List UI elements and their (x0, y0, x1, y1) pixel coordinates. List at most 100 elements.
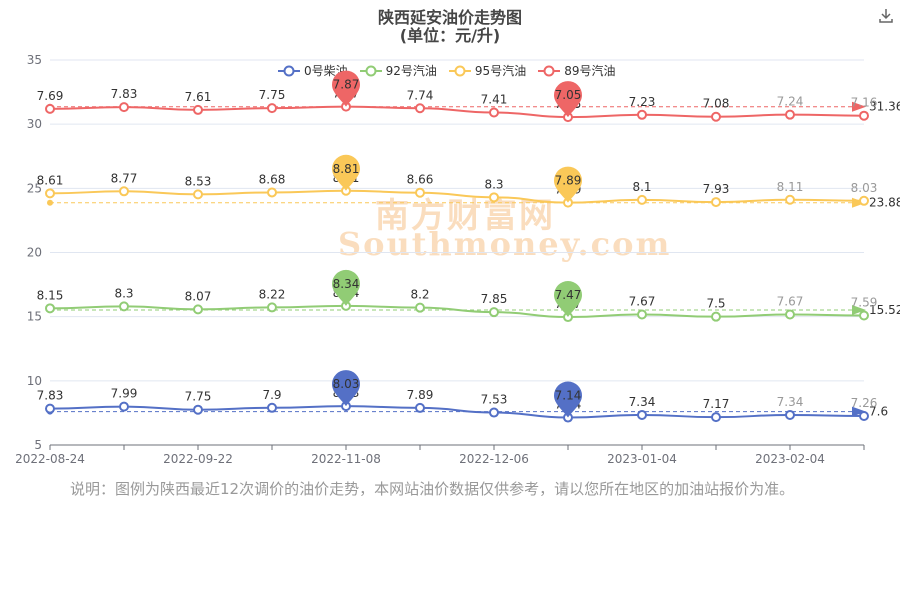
data-label-gas92: 7.5 (706, 297, 725, 311)
data-label-diesel0: 7.34 (777, 395, 804, 409)
data-point-gas89 (637, 109, 647, 120)
chart-legend: 0号柴油 92号汽油 95号汽油 89号汽油 (278, 62, 615, 79)
legend-gas95-icon (448, 65, 471, 76)
x-tick-label: 2022-08-24 (15, 452, 85, 466)
y-tick-label: 20 (27, 246, 42, 260)
data-label-gas92: 8.22 (259, 287, 286, 301)
min-pin-gas89 (554, 81, 582, 118)
data-point-gas92 (859, 310, 869, 321)
data-label-diesel0: 7.26 (851, 396, 878, 410)
data-point-gas95 (45, 188, 55, 199)
data-point-gas92 (637, 309, 647, 320)
data-point-gas95 (637, 194, 647, 205)
legend-label-gas92: 92号汽油 (385, 64, 437, 78)
x-tick-label: 2023-02-04 (755, 452, 825, 466)
x-tick-label: 2022-11-08 (311, 452, 381, 466)
max-pin-gas89 (332, 70, 360, 107)
average-arrow-gas95 (852, 197, 866, 208)
data-label-gas95: 8.03 (851, 181, 878, 195)
data-point-gas89 (119, 102, 129, 113)
data-point-gas92 (489, 307, 499, 318)
data-label-gas95: 8.53 (185, 174, 212, 188)
data-point-gas95 (785, 194, 795, 205)
data-label-gas95: 8.66 (407, 173, 434, 187)
data-label-gas95: 8.77 (111, 171, 138, 185)
min-pin-gas92 (554, 281, 582, 318)
data-point-gas89 (267, 103, 277, 114)
data-point-diesel0 (119, 401, 129, 412)
data-label-gas92: 8.15 (37, 288, 64, 302)
max-pin-diesel0 (332, 370, 360, 407)
data-label-gas89: 7.24 (777, 95, 804, 109)
data-point-diesel0 (785, 409, 795, 420)
data-label-gas92: 8.07 (185, 289, 212, 303)
watermark-en: Southmoney.com (338, 225, 672, 263)
data-point-gas95 (193, 189, 203, 200)
legend-label-gas95: 95号汽油 (474, 64, 527, 78)
data-label-gas95: 7.93 (703, 182, 730, 196)
average-label-gas89: 31.36 (869, 100, 900, 114)
data-label-diesel0: 7.9 (262, 388, 281, 402)
data-label-gas95: 8.3 (484, 177, 503, 191)
data-point-diesel0 (859, 410, 869, 421)
max-pin-label-gas89: 7.87 (333, 78, 360, 92)
y-tick-label: 25 (27, 181, 42, 195)
data-label-diesel0: 7.53 (481, 393, 508, 407)
data-point-diesel0 (193, 404, 203, 415)
data-label-gas92: 7.85 (481, 292, 508, 306)
y-tick-label: 15 (27, 310, 42, 324)
max-pin-gas92 (332, 269, 360, 306)
data-point-diesel0 (45, 403, 55, 414)
max-pin-label-diesel0: 8.03 (333, 377, 360, 391)
min-pin-label-diesel0: 7.14 (555, 389, 582, 403)
data-point-diesel0 (489, 407, 499, 418)
data-label-gas89: 7.75 (259, 88, 286, 102)
data-point-diesel0 (267, 402, 277, 413)
x-tick-label: 2022-09-22 (163, 452, 233, 466)
average-arrow-gas92 (852, 304, 866, 315)
data-point-gas92 (785, 309, 795, 320)
series-line-gas89 (49, 105, 865, 119)
max-pin-label-gas95: 8.81 (333, 162, 360, 176)
min-pin-diesel0 (554, 381, 582, 418)
legend-item-gas95[interactable]: 95号汽油 (448, 62, 527, 79)
x-tick-label: 2022-12-06 (459, 452, 529, 466)
legend-item-gas89[interactable]: 89号汽油 (538, 62, 615, 79)
data-point-gas95 (415, 187, 425, 198)
data-label-gas92: 8.2 (410, 288, 429, 302)
chart-subtitle: (单位：元/升) (399, 26, 501, 45)
data-point-gas92 (193, 304, 203, 315)
legend-gas92-icon (359, 65, 382, 76)
min-pin-label-gas95: 7.89 (555, 174, 582, 188)
data-label-diesel0: 7.83 (37, 389, 64, 403)
data-label-gas92: 7.67 (629, 294, 656, 308)
data-point-gas95 (489, 192, 499, 203)
disclaimer-note: 说明：图例为陕西最近12次调价的油价走势，本网站油价数据仅供参考，请以您所在地区… (70, 480, 795, 498)
x-tick-label: 2023-01-04 (607, 452, 677, 466)
series-line-diesel0 (49, 405, 865, 419)
data-point-gas95 (119, 186, 129, 197)
data-point-diesel0 (711, 412, 721, 423)
legend-item-gas92[interactable]: 92号汽油 (359, 62, 437, 79)
data-point-gas89 (45, 103, 55, 114)
y-tick-label: 5 (34, 438, 42, 452)
chart-title: 陕西延安油价走势图 (377, 8, 522, 27)
data-label-gas89: 7.23 (629, 95, 656, 109)
y-tick-label: 10 (27, 374, 42, 388)
average-start-gas95 (47, 199, 53, 206)
data-point-gas89 (193, 104, 203, 115)
data-label-gas95: 8.1 (632, 180, 651, 194)
data-point-gas92 (45, 303, 55, 314)
min-pin-label-gas92: 7.47 (555, 288, 582, 302)
data-label-gas95: 8.61 (37, 173, 64, 187)
min-pin-label-gas89: 7.05 (555, 88, 582, 102)
data-point-gas89 (859, 110, 869, 121)
y-tick-label: 30 (27, 117, 42, 131)
data-label-diesel0: 7.89 (407, 388, 434, 402)
legend-label-gas89: 89号汽油 (564, 64, 616, 78)
data-label-diesel0: 7.75 (185, 390, 212, 404)
download-icon[interactable] (877, 7, 895, 25)
data-label-gas89: 7.41 (481, 92, 508, 106)
data-point-gas95 (267, 187, 277, 198)
